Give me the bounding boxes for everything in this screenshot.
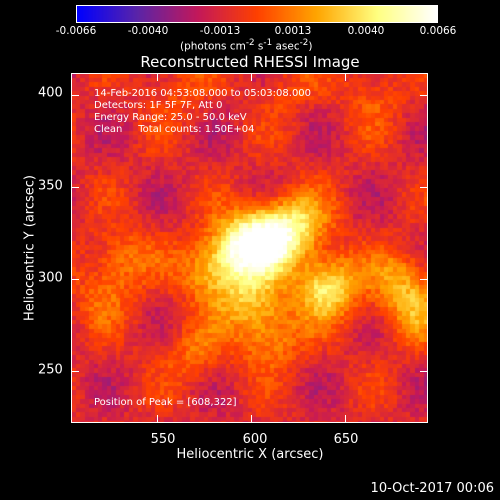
axis-tick-mark xyxy=(157,415,159,423)
axis-tick-mark xyxy=(345,415,347,423)
colorbar-tick-label: -0.0013 xyxy=(199,25,241,37)
detectors-text: Detectors: 1F 5F 7F, Att 0 xyxy=(94,100,223,111)
y-tick-label: 300 xyxy=(38,270,63,286)
colorbar-tick-label: 0.0040 xyxy=(347,25,385,37)
plot-title: Reconstructed RHESSI Image xyxy=(140,53,360,71)
heatmap-image[interactable] xyxy=(72,74,427,422)
axis-tick-mark xyxy=(420,187,428,189)
x-tick-label: 650 xyxy=(333,432,359,447)
algorithm-counts-text: Clean Total counts: 1.50E+04 xyxy=(94,124,255,135)
axis-tick-mark xyxy=(345,73,347,81)
render-timestamp: 10-Oct-2017 00:06 xyxy=(370,481,494,496)
colorbar-tick-label: 0.0066 xyxy=(419,25,457,37)
x-axis-label: Heliocentric X (arcsec) xyxy=(176,447,324,462)
colorbar-tick-label: 0.0013 xyxy=(274,25,312,37)
axis-tick-mark xyxy=(71,371,79,373)
colorbar xyxy=(76,5,438,23)
axis-tick-mark xyxy=(251,73,253,81)
energy-range-text: Energy Range: 25.0 - 50.0 keV xyxy=(94,112,247,123)
axis-tick-mark xyxy=(71,95,79,97)
colorbar-unit-label: (photons cm-2 s-1 asec-2) xyxy=(180,38,313,53)
x-tick-label: 550 xyxy=(150,432,176,447)
plot-area[interactable]: 14-Feb-2016 04:53:08.000 to 05:03:08.000… xyxy=(71,73,428,423)
axis-tick-mark xyxy=(420,279,428,281)
y-tick-label: 400 xyxy=(38,85,63,101)
axis-tick-mark xyxy=(420,95,428,97)
axis-tick-mark xyxy=(71,279,79,281)
axis-tick-mark xyxy=(251,415,253,423)
axis-tick-mark xyxy=(420,371,428,373)
x-tick-label: 600 xyxy=(242,432,268,447)
axis-tick-mark xyxy=(157,73,159,81)
axis-tick-mark xyxy=(71,187,79,189)
y-tick-label: 350 xyxy=(38,178,63,194)
colorbar-tick-label: -0.0066 xyxy=(55,25,97,37)
colorbar-tick-label: -0.0040 xyxy=(127,25,169,37)
y-tick-label: 250 xyxy=(38,362,63,378)
y-axis-label: Heliocentric Y (arcsec) xyxy=(22,175,38,321)
time-range-text: 14-Feb-2016 04:53:08.000 to 05:03:08.000 xyxy=(94,88,312,99)
peak-position-text: Position of Peak = [608,322] xyxy=(94,397,237,408)
